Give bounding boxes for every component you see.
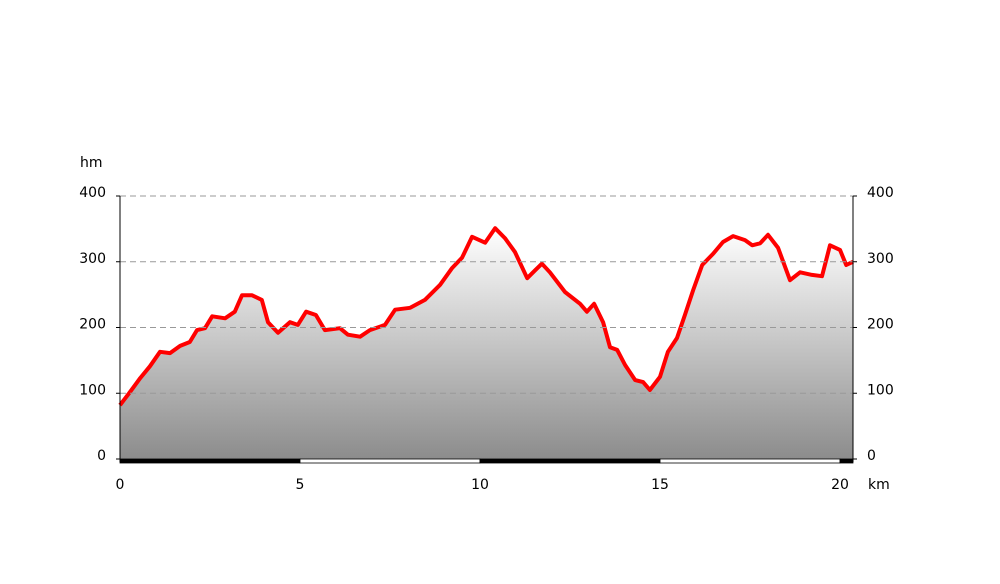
y-tick-label: 200 <box>867 317 894 333</box>
scale-bar <box>119 458 301 464</box>
scale-bar <box>659 458 841 464</box>
x-tick-label: 5 <box>296 477 305 493</box>
scale-bar <box>839 458 854 464</box>
area-fill <box>120 228 853 459</box>
y-tick-label: 100 <box>79 382 106 398</box>
x-tick-label: 10 <box>471 477 489 493</box>
x-tick-label: 15 <box>651 477 669 493</box>
scale-bar <box>299 458 481 464</box>
x-axis-label: km <box>868 477 890 493</box>
y-tick-label: 300 <box>867 251 894 267</box>
elevation-line <box>118 226 854 407</box>
x-tick-label: 20 <box>831 477 849 493</box>
y-tick-label: 400 <box>867 185 894 201</box>
y-tick-label: 0 <box>867 448 876 464</box>
x-tick-label: 0 <box>116 477 125 493</box>
y-tick-label: 200 <box>79 317 106 333</box>
scale-bar <box>479 458 661 464</box>
y-axis-label: hm <box>80 155 103 171</box>
y-tick-label: 100 <box>867 382 894 398</box>
y-tick-label: 300 <box>79 251 106 267</box>
y-tick-label: 0 <box>97 448 106 464</box>
y-tick-label: 400 <box>79 185 106 201</box>
